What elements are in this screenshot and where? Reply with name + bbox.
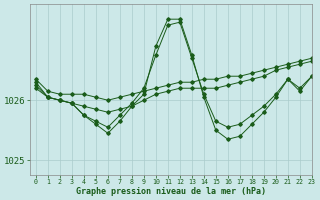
X-axis label: Graphe pression niveau de la mer (hPa): Graphe pression niveau de la mer (hPa): [76, 187, 266, 196]
